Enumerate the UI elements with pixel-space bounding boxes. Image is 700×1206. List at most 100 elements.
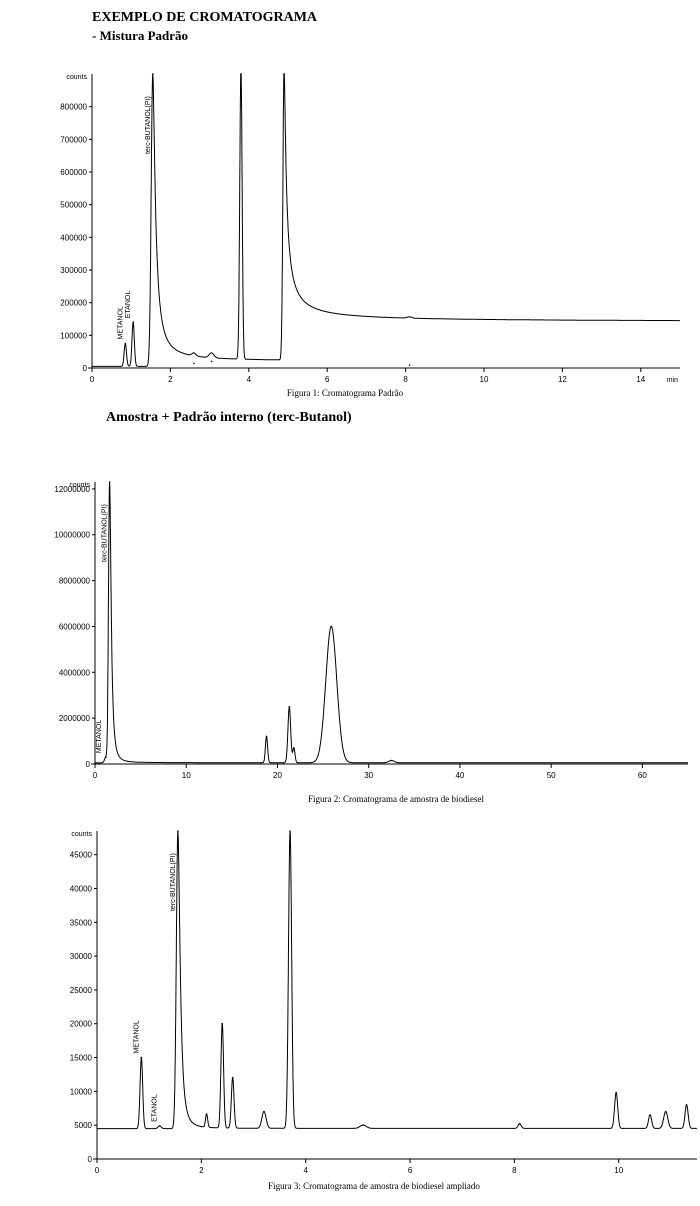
figure-caption: Figura 2: Cromatograma de amostra de bio… [308, 794, 484, 804]
y-tick-label: 15000 [70, 1054, 93, 1063]
y-axis-label: counts [71, 831, 92, 838]
x-tick-label: 10 [614, 1166, 623, 1175]
y-tick-label: 400000 [60, 233, 87, 242]
peak-marker [132, 321, 134, 324]
peak-marker [615, 1091, 617, 1094]
peak-marker [177, 830, 179, 832]
y-tick-label: 30000 [70, 952, 93, 961]
x-tick-label: 2 [168, 375, 173, 384]
figure-caption: Figura 3: Cromatograma de amostra de bio… [268, 1181, 480, 1191]
peak-label: METANOL [133, 1020, 140, 1053]
chromatogram-trace [92, 73, 680, 367]
peak-marker [330, 625, 333, 628]
x-tick-label: 2 [199, 1166, 204, 1175]
peak-label: terc-BUTANOL(PI) [170, 853, 177, 911]
peak-marker [140, 1056, 143, 1059]
x-tick-label: 0 [95, 1166, 100, 1175]
peak-marker [518, 1123, 521, 1125]
peak-marker [105, 756, 107, 758]
y-tick-label: 35000 [70, 918, 93, 927]
y-axis-label: counts [66, 74, 87, 81]
chromatogram-trace [95, 481, 688, 764]
x-tick-label: 0 [90, 375, 95, 384]
peak-marker [293, 747, 295, 749]
x-tick-label: 6 [325, 375, 330, 384]
peak-marker [108, 481, 111, 483]
peak-label: METANOL [117, 306, 124, 339]
y-tick-label-zero: 0 [83, 364, 88, 373]
x-tick-label: 4 [247, 375, 252, 384]
peak-marker [288, 705, 291, 708]
x-tick-label: 10 [182, 771, 191, 780]
peak-marker [408, 364, 411, 366]
section-title: Amostra + Padrão interno (terc-Butanol) [106, 410, 352, 425]
peak-marker [265, 735, 268, 738]
chromatogram-figure-3: 5000 10000 15000 20000 25000 30000 35000 40000 4… [70, 830, 697, 1191]
x-tick-label: 12 [558, 375, 567, 384]
y-tick-label: 4000000 [59, 668, 91, 677]
peak-marker [124, 342, 127, 345]
y-tick-label: 5000 [74, 1121, 92, 1130]
chromatogram-trace [97, 830, 697, 1130]
x-tick-label: 10 [480, 375, 489, 384]
peak-marker [240, 73, 242, 75]
y-tick-label: 45000 [70, 851, 93, 860]
peak-marker [158, 1125, 161, 1127]
y-tick-label: 2000000 [59, 714, 91, 723]
peak-marker [362, 1124, 364, 1126]
x-tick-label: 50 [547, 771, 556, 780]
peak-marker [664, 1110, 667, 1113]
peak-marker [289, 830, 291, 832]
x-tick-label: 60 [638, 771, 647, 780]
peak-marker [263, 1110, 265, 1113]
peak-label: ETANOL [125, 291, 132, 319]
y-tick-label: 20000 [70, 1020, 93, 1029]
y-tick-label: 40000 [70, 884, 93, 893]
x-tick-label: 8 [512, 1166, 517, 1175]
y-tick-label: 10000 [70, 1087, 93, 1096]
y-tick-label-zero: 0 [86, 760, 91, 769]
peak-marker [649, 1114, 651, 1116]
y-tick-label: 500000 [60, 201, 87, 210]
peak-label: METANOL [96, 720, 103, 753]
peak-label: terc-BUTANOL(PI) [145, 96, 152, 154]
x-tick-label: 14 [636, 375, 645, 384]
x-tick-label: 0 [93, 771, 98, 780]
page-subtitle: - Mistura Padrão [92, 28, 189, 43]
x-tick-label: 20 [273, 771, 282, 780]
y-tick-label: 600000 [60, 168, 87, 177]
figure-caption: Figura 1: Cromatograma Padrão [287, 388, 404, 398]
x-tick-label: 40 [455, 771, 464, 780]
peak-marker [210, 360, 213, 363]
peak-marker [283, 73, 285, 75]
page-title: EXEMPLO DE CROMATOGRAMA [92, 10, 318, 25]
y-tick-label: 10000000 [54, 531, 90, 540]
peak-marker [205, 1114, 208, 1116]
peak-marker [685, 1104, 688, 1106]
x-tick-label: 6 [408, 1166, 413, 1175]
x-tick-label: 30 [364, 771, 373, 780]
peak-marker [390, 759, 393, 762]
peak-marker [231, 1077, 234, 1079]
y-tick-label: 800000 [60, 103, 87, 112]
x-tick-label: 4 [303, 1166, 308, 1175]
y-tick-label: 8000000 [59, 577, 91, 586]
x-axis-label: min [667, 377, 678, 384]
peak-label: ETANOL [152, 1094, 159, 1122]
x-tick-label: 8 [403, 375, 408, 384]
peak-marker [193, 362, 195, 365]
peak-marker [221, 1022, 224, 1025]
y-tick-label: 700000 [60, 135, 87, 144]
y-tick-label: 300000 [60, 266, 87, 275]
y-axis-label: counts [69, 482, 90, 489]
y-tick-label: 25000 [70, 986, 93, 995]
chromatogram-figure-1: 100000 200000 300000 400000 500000 600000 7000… [60, 73, 680, 398]
peak-label: terc-BUTANOL(PI) [102, 504, 109, 562]
y-tick-label-zero: 0 [88, 1155, 93, 1164]
y-tick-label: 12000000 [54, 485, 90, 494]
chromatogram-figure-2: 2000000 4000000 6000000 8000000 10000000 1200… [54, 481, 688, 804]
peak-marker [151, 73, 154, 75]
y-tick-label: 200000 [60, 299, 87, 308]
y-tick-label: 100000 [60, 331, 87, 340]
y-tick-label: 6000000 [59, 622, 91, 631]
